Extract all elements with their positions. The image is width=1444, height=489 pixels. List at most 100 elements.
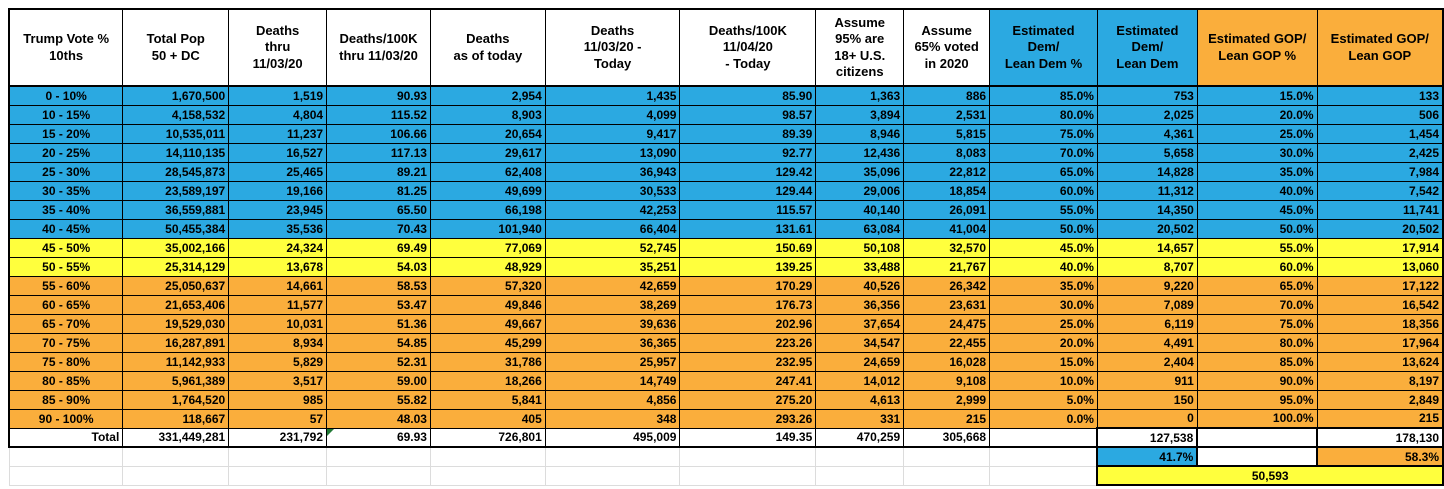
cell[interactable]: 0.0% [989, 408, 1098, 429]
cell[interactable]: 16,542 [1316, 294, 1444, 315]
cell[interactable]: 50.0% [989, 218, 1098, 239]
cell[interactable]: 36,356 [815, 294, 905, 315]
cell[interactable]: 30.0% [989, 294, 1098, 315]
cell[interactable]: 5,841 [429, 389, 546, 410]
empty-grid-cell[interactable] [122, 465, 230, 486]
row-label[interactable]: 45 - 50% [8, 237, 124, 258]
row-label[interactable]: 80 - 85% [8, 370, 124, 391]
cell[interactable]: 49,699 [429, 180, 546, 201]
row-label[interactable]: 50 - 55% [8, 256, 124, 277]
cell[interactable]: 115.52 [326, 104, 431, 125]
empty-grid-cell[interactable] [679, 465, 817, 486]
row-label[interactable]: 55 - 60% [8, 275, 124, 296]
cell[interactable]: 16,527 [228, 142, 328, 163]
cell[interactable]: 1,670,500 [122, 85, 230, 106]
cell[interactable]: 33,488 [815, 256, 905, 277]
cell[interactable]: 2,425 [1316, 142, 1444, 163]
row-label[interactable]: 75 - 80% [8, 351, 124, 372]
empty-grid-cell[interactable] [326, 465, 431, 486]
cell[interactable]: 48.03 [326, 408, 431, 429]
cell[interactable]: 77,069 [429, 237, 546, 258]
cell[interactable]: 75.0% [989, 123, 1098, 144]
cell[interactable]: 2,954 [429, 85, 546, 106]
cell[interactable]: 41,004 [903, 218, 991, 239]
cell[interactable]: 25,957 [544, 351, 681, 372]
cell[interactable]: 53.47 [326, 294, 431, 315]
cell[interactable]: 25.0% [1196, 123, 1318, 144]
cell[interactable]: 55.0% [1196, 237, 1318, 258]
cell[interactable]: 4,804 [228, 104, 328, 125]
cell[interactable]: 11,312 [1096, 180, 1198, 201]
col-header-8[interactable]: Assume 95% are 18+ U.S. citizens [815, 8, 905, 87]
cell[interactable]: 4,491 [1096, 332, 1198, 353]
col-header-4[interactable]: Deaths/100K thru 11/03/20 [326, 8, 431, 87]
total-cell[interactable]: 726,801 [429, 427, 546, 448]
empty-grid-cell[interactable] [989, 446, 1098, 467]
cell[interactable]: 13,678 [228, 256, 328, 277]
cell[interactable]: 22,455 [903, 332, 991, 353]
row-label[interactable]: 90 - 100% [8, 408, 124, 429]
cell[interactable]: 57 [228, 408, 328, 429]
cell[interactable]: 98.57 [679, 104, 817, 125]
cell[interactable]: 35,096 [815, 161, 905, 182]
cell[interactable]: 1,764,520 [122, 389, 230, 410]
empty-grid-cell[interactable] [429, 465, 546, 486]
cell[interactable]: 17,914 [1316, 237, 1444, 258]
cell[interactable]: 14,828 [1096, 161, 1198, 182]
cell[interactable]: 25.0% [989, 313, 1098, 334]
cell[interactable]: 8,903 [429, 104, 546, 125]
col-header-2[interactable]: Total Pop 50 + DC [122, 8, 230, 87]
total-label[interactable]: Total [8, 427, 124, 448]
cell[interactable]: 85.0% [989, 85, 1098, 106]
cell[interactable]: 19,166 [228, 180, 328, 201]
cell[interactable]: 129.42 [679, 161, 817, 182]
cell[interactable]: 348 [544, 408, 681, 429]
cell[interactable]: 7,984 [1316, 161, 1444, 182]
cell[interactable]: 58.53 [326, 275, 431, 296]
cell[interactable]: 14,012 [815, 370, 905, 391]
cell[interactable]: 1,519 [228, 85, 328, 106]
empty-grid-cell[interactable] [903, 446, 991, 467]
cell[interactable]: 131.61 [679, 218, 817, 239]
cell[interactable]: 36,559,881 [122, 199, 230, 220]
cell[interactable]: 28,545,873 [122, 161, 230, 182]
total-cell[interactable]: 231,792 [228, 427, 328, 448]
cell[interactable]: 18,356 [1316, 313, 1444, 334]
dem-share-pct[interactable]: 41.7% [1096, 446, 1199, 467]
cell[interactable]: 5,961,389 [122, 370, 230, 391]
cell[interactable]: 65.50 [326, 199, 431, 220]
total-cell[interactable]: 149.35 [679, 427, 817, 448]
cell[interactable]: 63,084 [815, 218, 905, 239]
row-label[interactable]: 70 - 75% [8, 332, 124, 353]
cell[interactable]: 20.0% [989, 332, 1098, 353]
row-label[interactable]: 0 - 10% [8, 85, 124, 106]
cell[interactable]: 65.0% [989, 161, 1098, 182]
cell[interactable]: 60.0% [1196, 256, 1318, 277]
cell[interactable]: 0 [1096, 408, 1198, 429]
empty-grid-cell[interactable] [228, 446, 328, 467]
cell[interactable]: 11,237 [228, 123, 328, 144]
cell[interactable]: 36,943 [544, 161, 681, 182]
col-header-10[interactable]: Estimated Dem/ Lean Dem % [989, 8, 1098, 87]
cell[interactable]: 32,570 [903, 237, 991, 258]
cell[interactable]: 54.03 [326, 256, 431, 277]
cell[interactable]: 2,999 [903, 389, 991, 410]
cell[interactable]: 85.90 [679, 85, 817, 106]
empty-grid-cell[interactable] [989, 465, 1098, 486]
total-cell[interactable]: 495,009 [544, 427, 681, 448]
cell[interactable]: 23,589,197 [122, 180, 230, 201]
cell[interactable]: 14,350 [1096, 199, 1198, 220]
cell[interactable]: 20,654 [429, 123, 546, 144]
empty-grid-cell[interactable] [8, 465, 124, 486]
cell[interactable]: 275.20 [679, 389, 817, 410]
cell[interactable]: 133 [1316, 85, 1444, 106]
cell[interactable]: 40.0% [989, 256, 1098, 277]
col-header-7[interactable]: Deaths/100K 11/04/20 - Today [679, 8, 817, 87]
cell[interactable]: 129.44 [679, 180, 817, 201]
cell[interactable]: 60.0% [989, 180, 1098, 201]
cell[interactable]: 15.0% [1196, 85, 1318, 106]
cell[interactable]: 13,090 [544, 142, 681, 163]
cell[interactable]: 25,050,637 [122, 275, 230, 296]
cell[interactable]: 35,002,166 [122, 237, 230, 258]
cell[interactable]: 25,465 [228, 161, 328, 182]
